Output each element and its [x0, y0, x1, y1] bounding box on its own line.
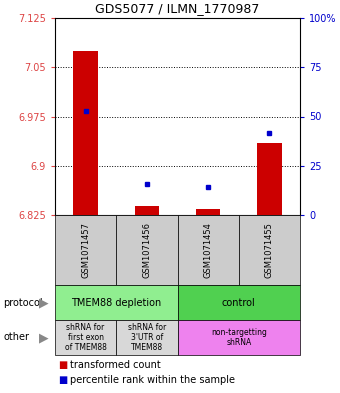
- Text: GSM1071457: GSM1071457: [81, 222, 90, 278]
- Text: percentile rank within the sample: percentile rank within the sample: [70, 375, 235, 385]
- Text: shRNA for
first exon
of TMEM88: shRNA for first exon of TMEM88: [65, 323, 106, 353]
- Bar: [73, 51, 98, 215]
- Text: GSM1071456: GSM1071456: [142, 222, 151, 278]
- Text: non-targetting
shRNA: non-targetting shRNA: [211, 328, 267, 347]
- Title: GDS5077 / ILMN_1770987: GDS5077 / ILMN_1770987: [95, 2, 260, 15]
- Bar: [135, 206, 159, 215]
- Text: ▶: ▶: [38, 331, 48, 344]
- Text: other: other: [3, 332, 29, 343]
- Text: ■: ■: [58, 375, 68, 385]
- Text: control: control: [222, 298, 256, 307]
- Text: transformed count: transformed count: [70, 360, 161, 370]
- Text: ■: ■: [58, 360, 68, 370]
- Text: shRNA for
3'UTR of
TMEM88: shRNA for 3'UTR of TMEM88: [128, 323, 166, 353]
- Bar: [196, 209, 220, 215]
- Text: ▶: ▶: [38, 296, 48, 309]
- Text: GSM1071455: GSM1071455: [265, 222, 274, 278]
- Text: protocol: protocol: [3, 298, 43, 307]
- Text: GSM1071454: GSM1071454: [204, 222, 212, 278]
- Bar: [257, 143, 282, 215]
- Text: TMEM88 depletion: TMEM88 depletion: [71, 298, 162, 307]
